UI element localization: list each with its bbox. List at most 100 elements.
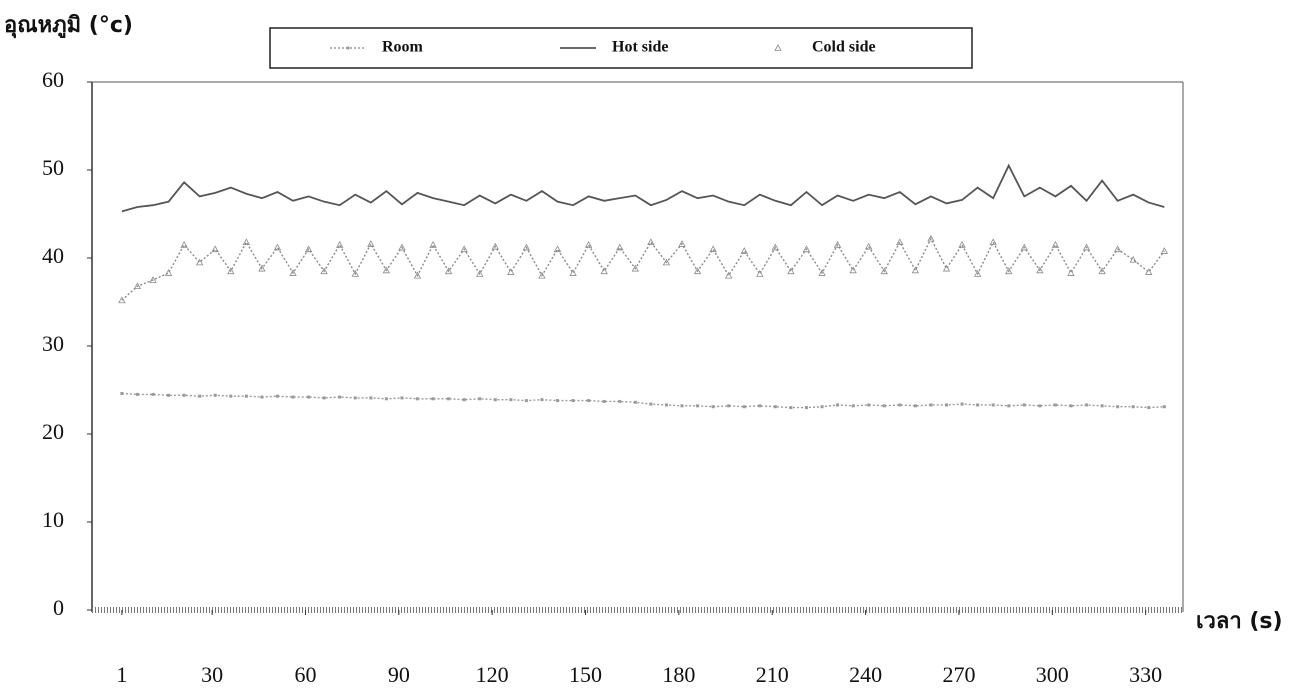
point	[571, 399, 575, 403]
point	[198, 394, 202, 398]
point	[149, 276, 157, 283]
point	[664, 403, 668, 407]
point	[229, 394, 233, 398]
legend-marker	[346, 46, 350, 50]
point	[569, 269, 577, 276]
x-tick-label: 150	[569, 662, 602, 687]
point	[1067, 269, 1075, 276]
point	[756, 270, 764, 277]
point	[400, 396, 404, 400]
point	[538, 271, 546, 279]
point	[880, 267, 888, 275]
point	[320, 267, 328, 275]
y-tick-label: 0	[53, 595, 64, 620]
point	[493, 398, 497, 402]
point	[367, 240, 375, 247]
y-axis-title: อุณหภูมิ (°c)	[4, 13, 133, 39]
point	[758, 404, 762, 408]
point	[369, 396, 373, 400]
point	[680, 404, 684, 408]
point	[447, 397, 451, 401]
point	[773, 405, 777, 409]
point	[460, 245, 468, 253]
point	[415, 397, 419, 401]
x-tick-label: 1	[116, 662, 127, 687]
point	[989, 238, 997, 246]
point	[151, 392, 155, 396]
point	[211, 245, 219, 253]
series-line	[121, 237, 1165, 301]
point	[1162, 405, 1166, 409]
point	[1007, 404, 1011, 408]
point	[507, 268, 515, 275]
point	[584, 240, 593, 248]
point	[431, 397, 435, 401]
point	[429, 240, 437, 248]
point	[182, 393, 186, 397]
point	[242, 238, 251, 246]
point	[1098, 267, 1106, 275]
point	[540, 398, 544, 402]
point	[1131, 405, 1135, 409]
point	[1053, 403, 1057, 407]
point	[693, 267, 702, 275]
point	[524, 399, 528, 403]
point	[587, 399, 591, 403]
point	[1051, 240, 1060, 248]
legend-label: Room	[382, 39, 424, 56]
point	[244, 394, 248, 398]
point	[353, 396, 357, 400]
point	[896, 238, 904, 246]
point	[260, 395, 264, 399]
point	[960, 402, 964, 406]
point	[491, 242, 499, 250]
point	[942, 264, 951, 272]
point	[647, 238, 655, 246]
point	[291, 395, 295, 399]
point	[616, 243, 624, 251]
point	[476, 270, 484, 277]
point	[727, 404, 731, 408]
x-tick-label: 270	[942, 662, 975, 687]
point	[742, 405, 746, 409]
point	[478, 397, 482, 401]
point	[227, 267, 235, 275]
point	[820, 405, 824, 409]
point	[711, 405, 715, 409]
point	[462, 398, 466, 402]
point	[382, 266, 391, 274]
series-line	[121, 163, 1165, 213]
point	[958, 240, 966, 248]
point	[631, 264, 639, 272]
x-tick-label: 90	[388, 662, 410, 687]
legend-marker	[774, 44, 782, 51]
point	[1160, 247, 1169, 254]
point	[1100, 404, 1104, 408]
point	[1036, 266, 1044, 274]
y-tick-label: 20	[42, 419, 64, 444]
point	[929, 403, 933, 407]
x-tick-label: 180	[662, 662, 695, 687]
point	[307, 395, 311, 399]
x-tick-label: 120	[476, 662, 509, 687]
point	[120, 392, 124, 396]
legend-box	[269, 27, 973, 69]
point	[553, 245, 562, 253]
point	[618, 399, 622, 403]
point	[696, 404, 700, 408]
series-line	[121, 392, 1165, 409]
point	[1022, 403, 1026, 407]
point	[911, 266, 920, 274]
point	[1082, 243, 1091, 251]
point	[851, 404, 855, 408]
y-tick-label: 30	[42, 331, 64, 356]
point	[322, 396, 326, 400]
point	[1005, 267, 1013, 275]
point	[1147, 406, 1151, 410]
point	[913, 404, 917, 408]
point	[649, 402, 653, 406]
point	[789, 406, 793, 410]
point	[849, 266, 857, 274]
